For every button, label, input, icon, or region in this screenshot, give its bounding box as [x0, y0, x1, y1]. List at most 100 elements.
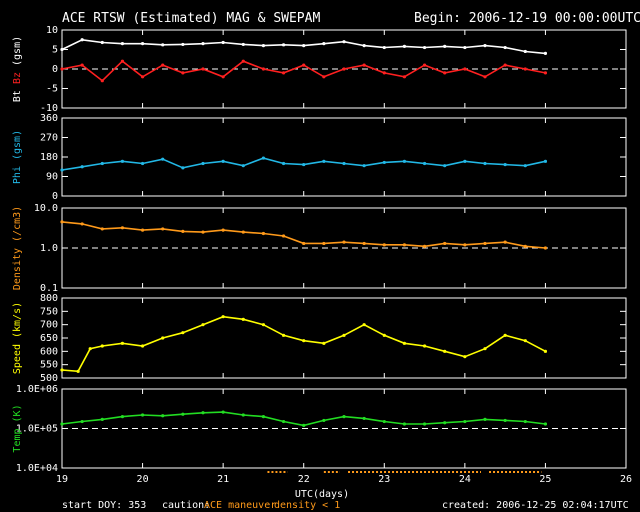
y-tick-label-phi: 90 — [46, 172, 58, 183]
y-tick-label-speed: 700 — [40, 320, 58, 331]
x-tick-label: 24 — [459, 474, 471, 485]
x-tick-label: 26 — [620, 474, 632, 485]
data-point-phi — [342, 161, 346, 166]
data-point-bt — [302, 44, 306, 48]
data-point-phi — [140, 161, 145, 166]
data-point-speed — [362, 323, 366, 327]
data-point-bt — [463, 45, 467, 50]
data-point-bz — [322, 75, 326, 79]
data-point-density — [443, 241, 447, 246]
data-point-temp — [443, 421, 447, 425]
data-point-phi — [241, 164, 245, 168]
data-point-bt — [322, 42, 326, 46]
figure-title: ACE RTSW (Estimated) MAG & SWEPAM — [62, 11, 320, 26]
y-tick-label-mag: -5 — [46, 84, 58, 95]
begin-time: Begin: 2006-12-19 00:00:00UTC — [414, 11, 640, 26]
panel-density: 10.0 1.0 0.1 Density (/cm3) — [12, 203, 627, 294]
data-point-bt — [443, 44, 447, 48]
y-tick-label-mag: 10 — [46, 25, 58, 36]
x-tick-label: 21 — [217, 474, 229, 485]
data-point-phi — [221, 159, 225, 163]
panels: 10 5 0 -5 -10 Bt Bz (gsm) 360 270 180 90 0 Phi (gsm… — [12, 25, 627, 474]
y-tick-label-temp: 1.0E+06 — [16, 384, 58, 395]
data-point-bt — [503, 45, 507, 50]
data-point-bt — [422, 45, 427, 50]
data-point-bz — [402, 75, 407, 79]
data-point-phi — [302, 162, 306, 167]
data-point-temp — [261, 415, 266, 419]
data-point-density — [543, 246, 548, 250]
data-point-bz — [241, 59, 245, 63]
data-point-bt — [362, 44, 366, 48]
data-point-bt — [523, 49, 527, 54]
data-point-speed — [60, 368, 64, 372]
data-point-temp — [362, 416, 366, 421]
data-point-bz — [523, 67, 527, 71]
data-point-bz — [140, 75, 145, 79]
y-axis-label-mag: Bt Bz (gsm) — [12, 36, 23, 102]
y-tick-label-phi: 0 — [52, 191, 58, 202]
panel-speed: 800 750 700 650 600 550 500 Speed (km/s) — [12, 293, 627, 384]
data-point-temp — [181, 412, 185, 416]
y-axis-label-speed: Speed (km/s) — [12, 302, 23, 374]
y-axis-label-part: (gsm) — [12, 36, 23, 72]
data-point-density — [120, 226, 125, 230]
data-point-bz — [80, 63, 84, 67]
data-point-bt — [161, 43, 165, 47]
data-point-bz — [60, 67, 64, 71]
data-point-speed — [100, 344, 104, 348]
data-point-speed — [543, 349, 548, 353]
data-point-temp — [523, 419, 527, 424]
y-tick-label-density: 1.0 — [40, 243, 58, 254]
data-point-density — [181, 229, 185, 234]
data-point-temp — [201, 411, 205, 415]
y-tick-label-speed: 800 — [40, 293, 58, 304]
data-point-bz — [120, 59, 125, 63]
data-point-density — [161, 227, 165, 231]
y-tick-label-temp: 1.0E+05 — [16, 424, 58, 435]
data-point-speed — [382, 333, 386, 337]
y-tick-label-mag: -10 — [40, 103, 58, 114]
y-tick-label-mag: 0 — [52, 64, 58, 75]
data-point-temp — [503, 418, 507, 423]
data-point-speed — [241, 317, 245, 321]
data-point-bz — [100, 79, 104, 83]
x-tick-label: 19 — [56, 474, 68, 485]
x-axis: 19 20 21 22 23 24 25 26 — [56, 474, 632, 485]
data-point-density — [523, 244, 527, 248]
data-point-temp — [342, 415, 346, 419]
data-point-bz — [342, 67, 346, 71]
data-point-temp — [281, 419, 286, 424]
data-point-density — [342, 240, 346, 244]
data-point-density — [261, 231, 266, 236]
data-point-density — [463, 243, 467, 247]
y-tick-label-density: 10.0 — [34, 203, 58, 214]
y-tick-label-speed: 500 — [40, 373, 58, 384]
data-point-speed — [463, 355, 467, 359]
caution-maneuver-label: ACE maneuver — [204, 500, 276, 511]
data-point-bt — [80, 38, 84, 42]
data-point-density — [503, 240, 507, 244]
data-point-temp — [382, 419, 386, 424]
data-point-temp — [302, 423, 306, 427]
y-tick-label-density: 0.1 — [40, 283, 58, 294]
y-axis-label-part: Bt — [12, 90, 23, 102]
x-tick-label: 25 — [539, 474, 551, 485]
y-axis-label-phi: Phi (gsm) — [12, 130, 23, 184]
data-point-speed — [140, 344, 145, 348]
data-point-temp — [221, 410, 225, 414]
data-point-temp — [161, 414, 165, 418]
data-point-bt — [543, 51, 548, 56]
data-point-bt — [140, 42, 145, 46]
data-point-bz — [161, 63, 165, 67]
data-point-temp — [402, 422, 407, 426]
data-point-density — [422, 244, 427, 248]
data-point-phi — [382, 160, 386, 165]
data-point-speed — [322, 341, 326, 345]
data-point-phi — [120, 159, 125, 163]
y-tick-label-speed: 650 — [40, 333, 58, 344]
data-point-bz — [422, 63, 427, 67]
data-point-speed — [302, 339, 306, 343]
